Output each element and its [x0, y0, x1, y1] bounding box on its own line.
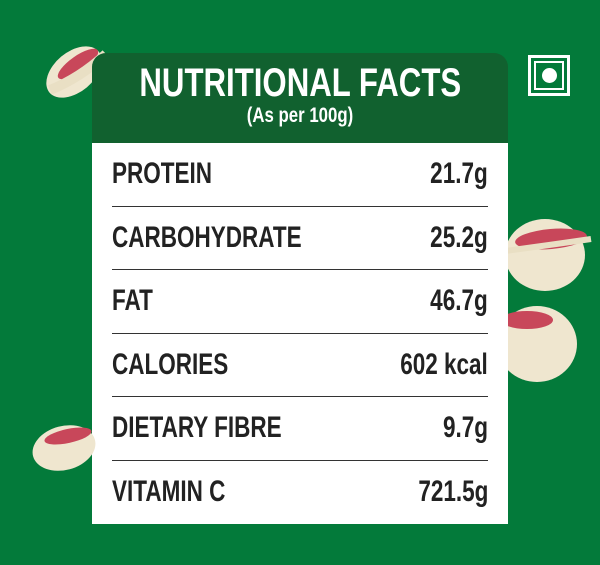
pistachio-image: [505, 306, 577, 382]
pistachio-image: [32, 425, 96, 471]
nutrient-value: 21.7g: [430, 157, 488, 191]
table-row: VITAMIN C 721.5g: [112, 461, 488, 525]
nutrient-label: DIETARY FIBRE: [112, 411, 282, 445]
table-row: CALORIES 602 kcal: [112, 334, 488, 397]
table-row: PROTEIN 21.7g: [112, 143, 488, 207]
table-row: CARBOHYDRATE 25.2g: [112, 207, 488, 270]
table-row: DIETARY FIBRE 9.7g: [112, 397, 488, 461]
nutrient-label: CALORIES: [112, 347, 229, 381]
nutrient-value: 25.2g: [430, 220, 488, 254]
vegetarian-mark-icon: [528, 55, 570, 96]
nutrient-value: 721.5g: [417, 475, 488, 509]
panel-subtitle: (As per 100g): [246, 104, 354, 127]
pistachio-image: [505, 219, 592, 291]
nutrient-label: VITAMIN C: [112, 475, 226, 509]
panel-header: NUTRITIONAL FACTS (As per 100g): [92, 53, 508, 143]
nutrient-label: FAT: [112, 284, 153, 318]
nutrient-value: 602 kcal: [400, 347, 488, 381]
nutrition-table: PROTEIN 21.7g CARBOHYDRATE 25.2g FAT 46.7g …: [92, 143, 508, 524]
nutrient-label: PROTEIN: [112, 157, 213, 191]
nutrition-panel: NUTRITIONAL FACTS (As per 100g) PROTEIN 2…: [92, 53, 508, 524]
table-row: FAT 46.7g: [112, 270, 488, 334]
nutrient-value: 9.7g: [442, 411, 488, 445]
nutrient-value: 46.7g: [430, 284, 488, 318]
panel-title: NUTRITIONAL FACTS: [139, 61, 461, 105]
nutrient-label: CARBOHYDRATE: [112, 220, 302, 254]
